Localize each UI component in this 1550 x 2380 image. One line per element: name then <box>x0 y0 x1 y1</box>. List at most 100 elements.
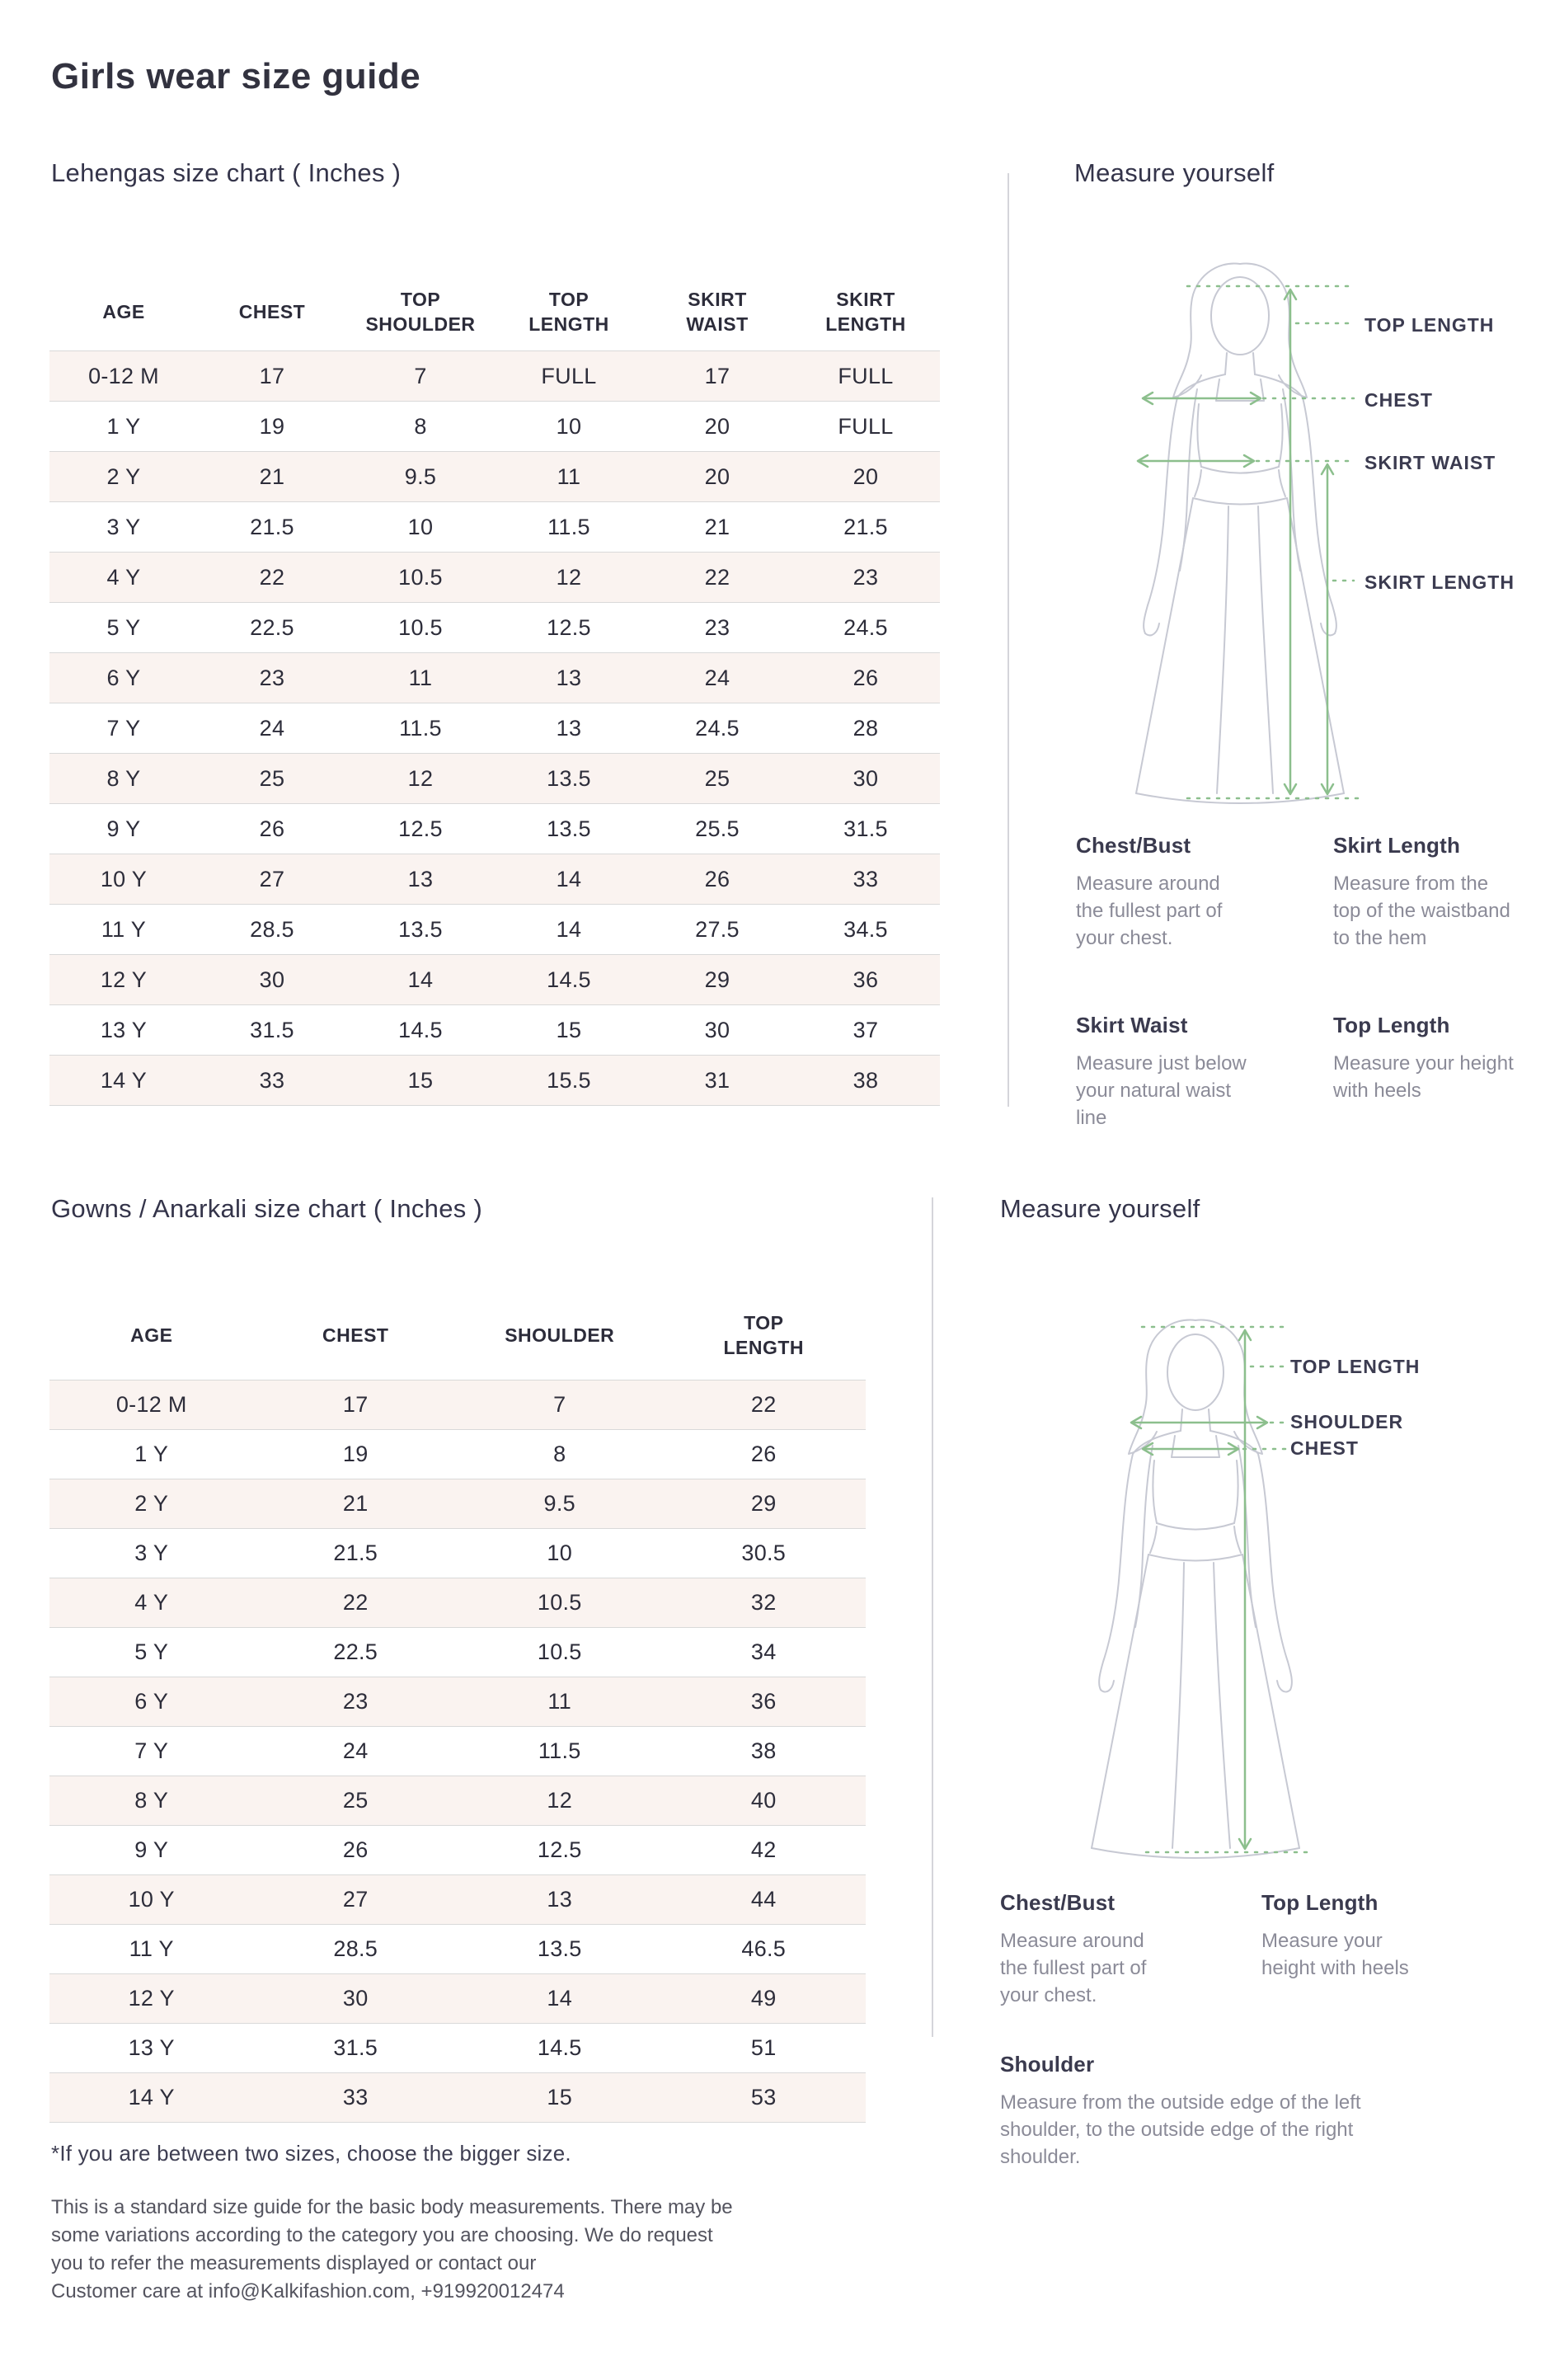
cell-skirt-waist: 20 <box>704 463 730 489</box>
cell-chest: 22 <box>259 564 285 590</box>
cell-shoulder: 12.5 <box>537 1837 582 1862</box>
table-row: 7 Y 24 11.5 13 24.5 28 <box>49 703 940 754</box>
cell-age: 8 Y <box>134 1788 169 1813</box>
cell-top-length: 29 <box>750 1491 777 1516</box>
cell-age: 4 Y <box>106 564 141 590</box>
table-row: 0-12 M 17 7 FULL 17 FULL <box>49 351 940 402</box>
cell-chest: 33 <box>342 2085 369 2110</box>
cell-age: 6 Y <box>106 665 141 690</box>
cell-top-length: 14 <box>556 916 582 942</box>
cell-age: 6 Y <box>134 1689 169 1714</box>
cell-skirt-length: 24.5 <box>843 614 888 640</box>
cell-skirt-length: 34.5 <box>843 916 888 942</box>
cell-top-shoulder: 15 <box>407 1067 434 1093</box>
cell-age: 5 Y <box>106 614 141 640</box>
cell-top-shoulder: 7 <box>414 363 427 388</box>
girl-lehenga-figure-illustration <box>1135 262 1362 804</box>
fig-label-shoulder: SHOULDER <box>1290 1411 1404 1432</box>
cell-age: 5 Y <box>134 1639 169 1664</box>
cell-age: 14 Y <box>100 1067 148 1093</box>
section-divider <box>932 1197 933 2037</box>
column-header: SKIRT LENGTH <box>825 288 906 335</box>
lehengas-section-title: Lehengas size chart ( Inches ) <box>51 158 402 187</box>
cell-chest: 21 <box>259 463 285 489</box>
cell-age: 3 Y <box>106 514 141 539</box>
cell-top-length: 38 <box>750 1738 777 1763</box>
cell-top-length: 34 <box>750 1639 777 1664</box>
cell-top-length: 26 <box>750 1442 777 1466</box>
cell-age: 2 Y <box>134 1491 169 1516</box>
tip-title: Skirt Waist <box>1076 1013 1188 1037</box>
tip-text: Measure around the fullest part of your … <box>1000 1930 1147 2006</box>
cell-skirt-waist: 24 <box>704 665 730 690</box>
cell-top-length: 13 <box>556 715 582 741</box>
cell-chest: 17 <box>259 363 285 388</box>
cell-skirt-length: 37 <box>852 1017 879 1042</box>
cell-top-shoulder: 10.5 <box>398 564 443 590</box>
cell-top-length: 42 <box>750 1837 777 1862</box>
cell-skirt-waist: 25 <box>704 765 730 791</box>
cell-skirt-length: 21.5 <box>843 514 888 539</box>
cell-top-shoulder: 13.5 <box>398 916 443 942</box>
cell-shoulder: 15 <box>547 2085 573 2110</box>
cell-chest: 31.5 <box>333 2035 378 2060</box>
cell-age: 7 Y <box>134 1738 169 1763</box>
cell-skirt-length: 30 <box>852 765 879 791</box>
section-divider <box>1008 173 1009 1107</box>
cell-chest: 28.5 <box>333 1936 378 1961</box>
cell-chest: 26 <box>259 816 285 841</box>
table-row: 8 Y 25 12 13.5 25 30 <box>49 754 940 804</box>
cell-top-length: 11.5 <box>547 514 590 539</box>
table-row: 1 Y 19 8 26 <box>49 1430 866 1479</box>
cell-chest: 24 <box>259 715 285 741</box>
column-header: CHEST <box>238 300 306 322</box>
cell-shoulder: 9.5 <box>543 1491 575 1516</box>
tip-text: Measure around the fullest part of your … <box>1076 873 1223 949</box>
cell-chest: 22 <box>342 1590 369 1615</box>
cell-top-length: 40 <box>750 1788 777 1813</box>
cell-shoulder: 10.5 <box>537 1639 582 1664</box>
cell-top-length: FULL <box>541 363 597 388</box>
cell-shoulder: 14 <box>547 1986 573 2011</box>
cell-age: 4 Y <box>134 1590 169 1615</box>
cell-shoulder: 13 <box>547 1887 573 1912</box>
cell-top-shoulder: 10.5 <box>398 614 443 640</box>
table-row: 12 Y 30 14 49 <box>49 1974 866 2024</box>
table-row: 13 Y 31.5 14.5 51 <box>49 2024 866 2073</box>
column-header: AGE <box>130 1324 173 1346</box>
fig-label-skirt-length: SKIRT LENGTH <box>1364 571 1515 593</box>
cell-chest: 23 <box>259 665 285 690</box>
cell-chest: 24 <box>342 1738 369 1763</box>
table-row: 5 Y 22.5 10.5 34 <box>49 1628 866 1677</box>
cell-age: 0-12 M <box>88 363 159 388</box>
cell-top-length: 53 <box>750 2085 777 2110</box>
measure-yourself-title: Measure yourself <box>1074 158 1275 187</box>
fig-label-top-length: TOP LENGTH <box>1290 1356 1421 1377</box>
cell-chest: 22.5 <box>333 1639 378 1664</box>
cell-age: 8 Y <box>106 765 141 791</box>
cell-chest: 17 <box>342 1392 369 1417</box>
table-row: 11 Y 28.5 13.5 14 27.5 34.5 <box>49 905 940 955</box>
table-row: 9 Y 26 12.5 42 <box>49 1826 866 1875</box>
cell-chest: 21 <box>342 1491 369 1516</box>
cell-age: 14 Y <box>128 2085 175 2110</box>
cell-shoulder: 14.5 <box>537 2035 582 2060</box>
tip-text: Measure your height with heels <box>1261 1930 1409 1979</box>
cell-top-length: 32 <box>750 1590 777 1615</box>
measure-tip: Chest/Bust Measure around the fullest pa… <box>1076 833 1299 952</box>
measure-tip: Skirt Waist Measure just below your natu… <box>1076 1013 1299 1131</box>
cell-top-shoulder: 11.5 <box>399 715 442 741</box>
cell-skirt-waist: 27.5 <box>695 916 740 942</box>
tip-title: Shoulder <box>1000 2052 1095 2077</box>
cell-chest: 26 <box>342 1837 369 1862</box>
gowns-table-header: AGE CHEST SHOULDER TOP LENGTH <box>49 1291 866 1380</box>
cell-top-length: 10 <box>556 413 582 439</box>
cell-skirt-waist: 30 <box>704 1017 730 1042</box>
cell-top-length: 49 <box>750 1986 777 2011</box>
cell-shoulder: 10.5 <box>537 1590 582 1615</box>
cell-age: 11 Y <box>101 916 147 942</box>
cell-top-length: 30.5 <box>741 1540 787 1565</box>
tip-title: Top Length <box>1261 1890 1379 1915</box>
cell-chest: 27 <box>342 1887 369 1912</box>
